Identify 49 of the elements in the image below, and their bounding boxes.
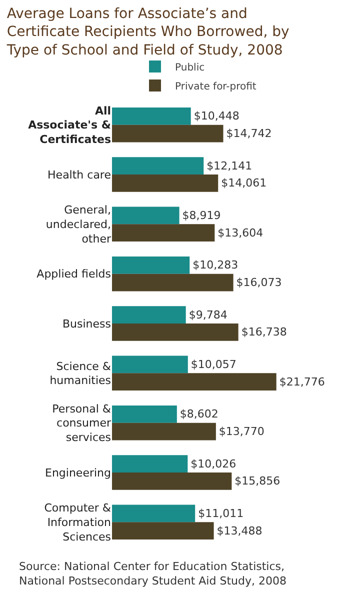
data-label: $8,919	[182, 208, 221, 222]
data-label: $10,283	[192, 258, 238, 272]
bar	[112, 256, 190, 274]
bar	[112, 157, 204, 174]
bar	[112, 522, 214, 540]
bar	[112, 373, 276, 391]
bar	[112, 224, 215, 242]
data-label: $16,738	[241, 326, 287, 339]
bar	[112, 306, 186, 324]
bar	[112, 422, 216, 440]
data-label: $8,602	[180, 408, 218, 421]
source-note: Source: National Center for Education Statistics, National Postsecondary Student Aid Study, 2008	[19, 560, 286, 588]
chart-title: Average Loans for Associate’s and Certificate Recipients Who Borrowed, by Type of School and Field of Study, 2008	[6, 6, 290, 58]
y-tick-label: Engineering	[45, 466, 111, 480]
bar	[112, 124, 224, 142]
bar	[112, 504, 196, 522]
bar	[112, 356, 188, 374]
y-tick-label: All Associate's & Certificates	[28, 104, 112, 146]
bar	[112, 174, 218, 192]
y-tick-label: Personal & consumer services	[52, 402, 112, 444]
data-label: $16,073	[236, 276, 282, 290]
data-label: $15,856	[234, 474, 280, 488]
y-tick-label: General, undeclared, other	[46, 204, 112, 246]
y-tick-label: Health care	[48, 168, 112, 182]
data-label: $10,026	[190, 457, 236, 470]
data-label: $21,776	[279, 375, 325, 388]
y-tick-label: Computer & Information Sciences	[44, 502, 112, 544]
data-label: $10,448	[194, 110, 240, 123]
bar	[112, 274, 234, 292]
data-label: $13,604	[218, 226, 264, 240]
y-tick-label: Business	[62, 317, 112, 330]
data-label: $11,011	[198, 506, 244, 520]
data-label: $13,488	[216, 524, 262, 538]
data-label: $13,770	[218, 425, 264, 438]
bar	[112, 405, 177, 423]
bar	[112, 472, 232, 490]
bar	[112, 324, 238, 341]
legend-label: Public	[175, 62, 205, 74]
bar	[112, 107, 191, 125]
legend-label: Private for-profit	[175, 81, 256, 92]
bar	[112, 206, 180, 224]
data-label: $14,742	[226, 127, 272, 140]
data-label: $9,784	[188, 308, 228, 322]
data-label: $10,057	[190, 358, 236, 371]
data-label: $12,141	[206, 159, 252, 172]
data-label: $14,061	[221, 176, 267, 190]
y-tick-label: Science & humanities	[50, 360, 112, 388]
y-tick-label: Applied fields	[36, 268, 112, 281]
bar	[112, 455, 188, 472]
